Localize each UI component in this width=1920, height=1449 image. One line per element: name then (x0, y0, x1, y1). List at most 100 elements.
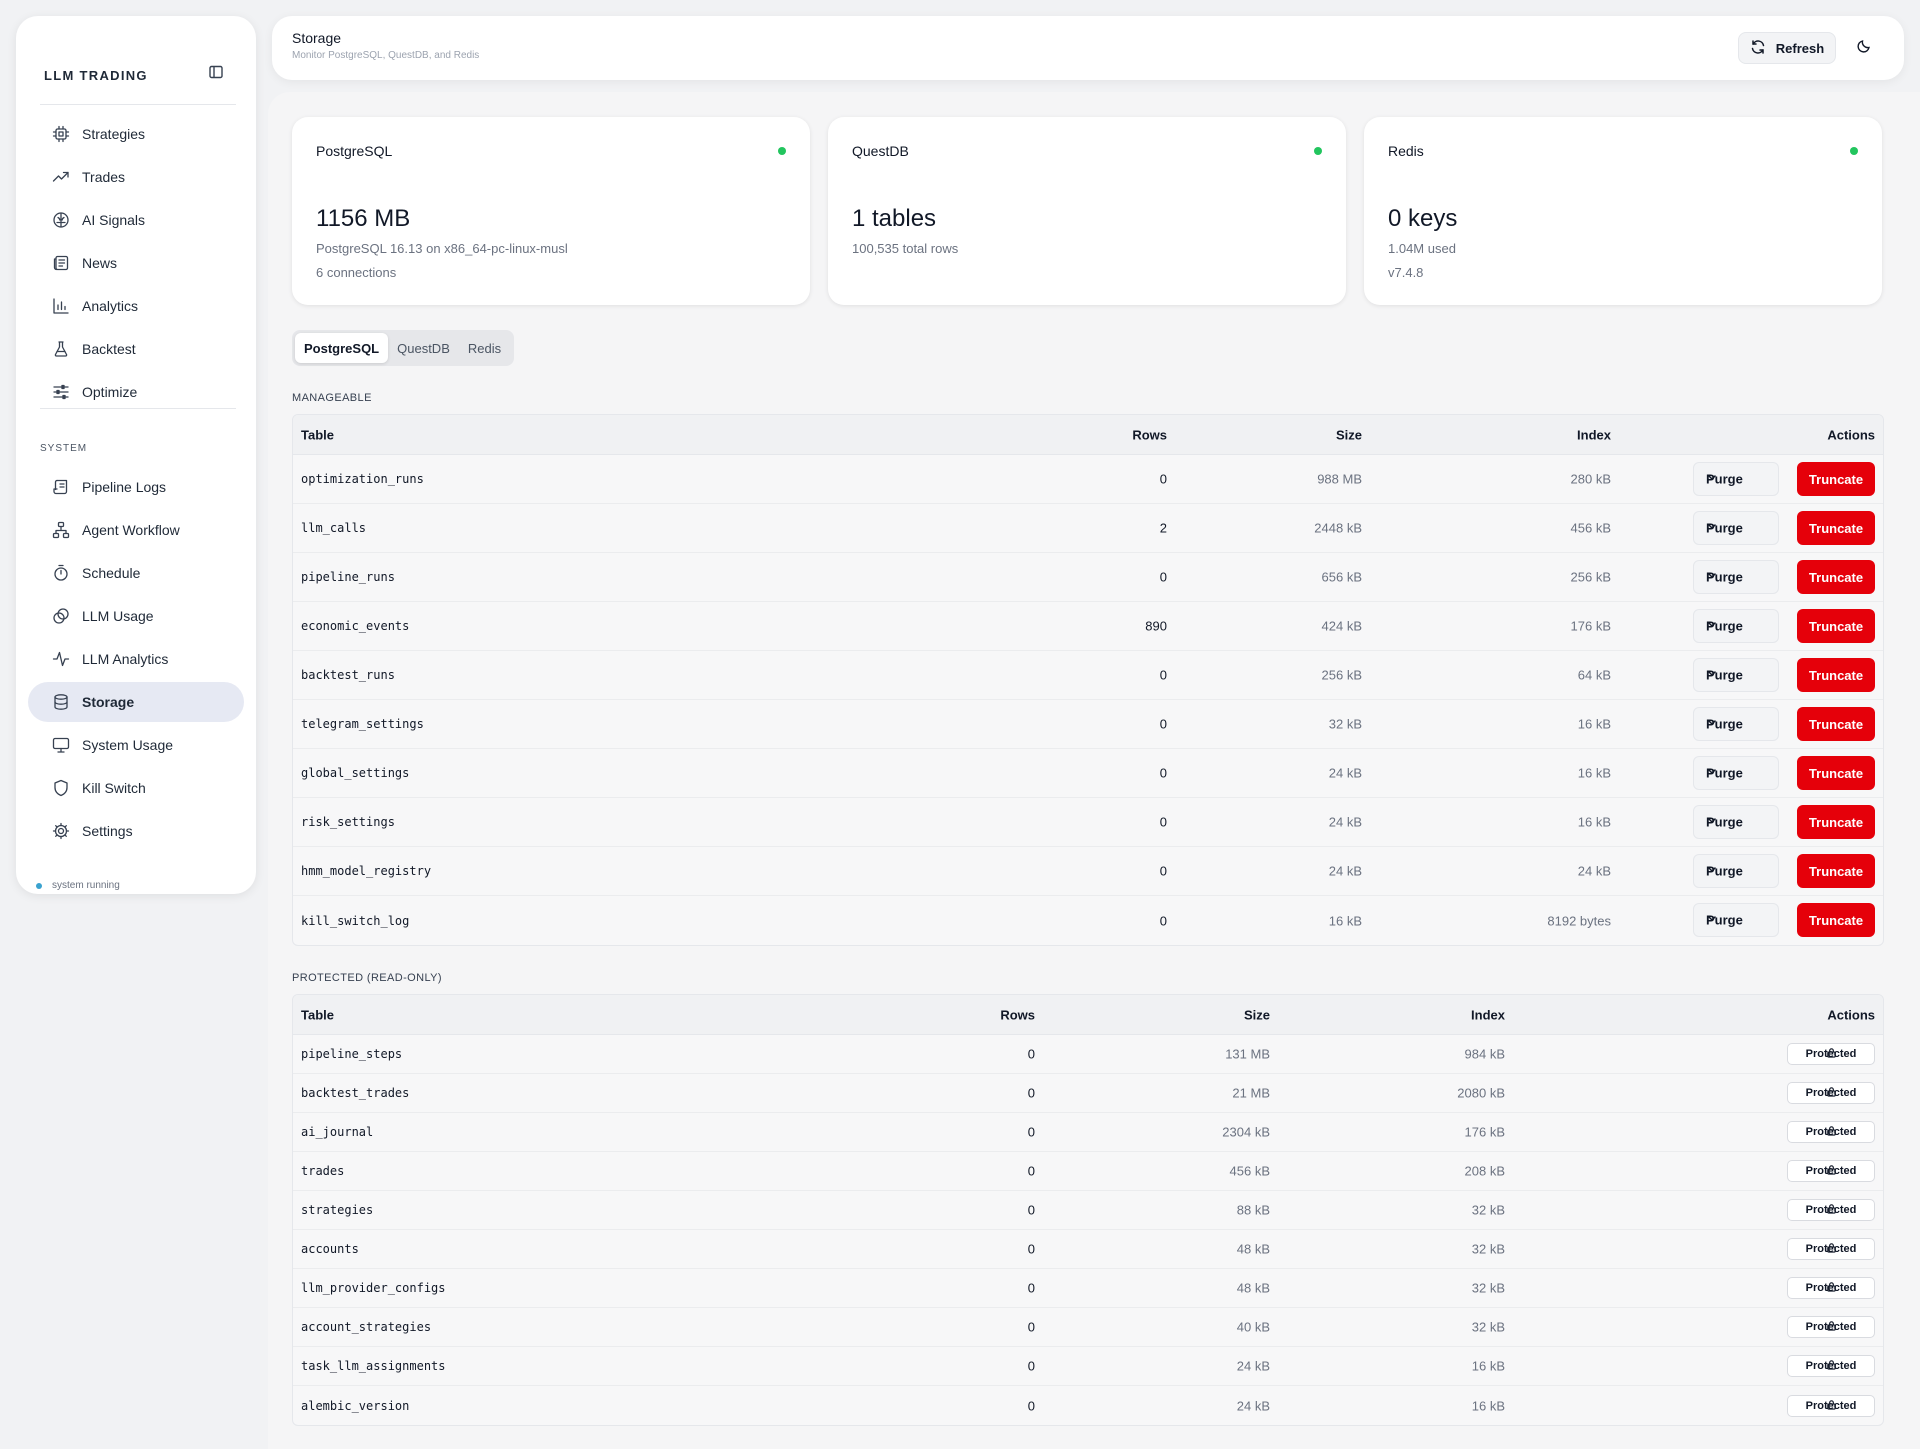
table-row: task_llm_assignments 0 24 kB 16 kB Protected (293, 1347, 1883, 1386)
tab-redis[interactable]: Redis (467, 340, 502, 356)
chevron-down-icon (1706, 913, 1718, 928)
protected-table: Table Rows Size Index Actions pipeline_steps 0… (292, 994, 1884, 1426)
theme-toggle-button[interactable] (1852, 36, 1876, 60)
truncate-button[interactable]: Truncate (1797, 511, 1875, 545)
system-status-text: system running (52, 880, 120, 891)
table-name: pipeline_steps (301, 1047, 403, 1061)
table-size: 32 kB (1328, 716, 1362, 732)
purge-dropdown-button[interactable]: Purge (1693, 609, 1779, 643)
sidebar-item-label: LLM Usage (82, 608, 154, 624)
row-count: 0 (1027, 1085, 1035, 1101)
purge-dropdown-button[interactable]: Purge (1693, 511, 1779, 545)
column-header-index: Index (1471, 1007, 1505, 1022)
sidebar-item-ai-signals[interactable]: AI Signals (28, 200, 244, 240)
row-count: 0 (1027, 1398, 1035, 1413)
sidebar-item-optimize[interactable]: Optimize (28, 372, 244, 412)
sidebar-item-llm-analytics[interactable]: LLM Analytics (28, 639, 244, 679)
sidebar-item-label: System Usage (82, 737, 174, 753)
purge-label: Purge (1706, 667, 1743, 683)
purge-dropdown-button[interactable]: Purge (1693, 658, 1779, 692)
table-name: account_strategies (301, 1320, 432, 1334)
truncate-button[interactable]: Truncate (1797, 707, 1875, 741)
sidebar-item-pipeline-logs[interactable]: Pipeline Logs (28, 467, 244, 507)
truncate-button[interactable]: Truncate (1797, 609, 1875, 643)
page-subtitle: Monitor PostgreSQL, QuestDB, and Redis (292, 50, 480, 61)
truncate-button[interactable]: Truncate (1797, 658, 1875, 692)
sidebar-item-trades[interactable]: Trades (28, 157, 244, 197)
tab-questdb[interactable]: QuestDB (397, 340, 450, 356)
table-size: 48 kB (1236, 1241, 1270, 1257)
sidebar-item-settings[interactable]: Settings (28, 811, 244, 851)
chevron-down-icon (1706, 864, 1718, 879)
card-title: QuestDB (852, 143, 909, 159)
index-size: 32 kB (1471, 1319, 1505, 1335)
protected-badge: Protected (1787, 1277, 1875, 1299)
card-title: PostgreSQL (316, 143, 393, 159)
purge-dropdown-button[interactable]: Purge (1693, 462, 1779, 496)
sidebar-item-strategies[interactable]: Strategies (28, 114, 244, 154)
sidebar-item-schedule[interactable]: Schedule (28, 553, 244, 593)
manageable-section-title: MANAGEABLE (292, 392, 372, 404)
sidebar-toggle-button[interactable] (202, 60, 230, 88)
truncate-button[interactable]: Truncate (1797, 805, 1875, 839)
table-row: trades 0 456 kB 208 kB Protected (293, 1152, 1883, 1191)
timer-icon (52, 564, 70, 582)
purge-label: Purge (1706, 520, 1743, 536)
protected-badge: Protected (1787, 1160, 1875, 1182)
sidebar-item-news[interactable]: News (28, 243, 244, 283)
activity-icon (52, 650, 70, 668)
row-count: 0 (1027, 1202, 1035, 1218)
chevron-down-icon (1706, 619, 1718, 634)
newspaper-icon (52, 254, 70, 272)
row-count: 0 (1027, 1163, 1035, 1179)
table-size: 988 MB (1317, 471, 1362, 487)
protected-label: Protected (1805, 1282, 1857, 1294)
index-size: 16 kB (1577, 765, 1611, 781)
sidebar-item-agent-workflow[interactable]: Agent Workflow (28, 510, 244, 550)
purge-label: Purge (1706, 814, 1743, 830)
sidebar-item-system-usage[interactable]: System Usage (28, 725, 244, 765)
sidebar-divider (40, 104, 236, 105)
sidebar-item-analytics[interactable]: Analytics (28, 286, 244, 326)
table-row: pipeline_steps 0 131 MB 984 kB Protected (293, 1035, 1883, 1074)
table-size: 88 kB (1236, 1202, 1270, 1218)
table-header: Table Rows Size Index Actions (293, 415, 1883, 455)
purge-dropdown-button[interactable]: Purge (1693, 707, 1779, 741)
table-row: pipeline_runs 0 656 kB 256 kB Purge Truncate (293, 553, 1883, 602)
sidebar-item-storage[interactable]: Storage (28, 682, 244, 722)
table-size: 16 kB (1328, 913, 1362, 928)
row-count: 0 (1027, 1280, 1035, 1296)
truncate-button[interactable]: Truncate (1797, 462, 1875, 496)
table-row: alembic_version 0 24 kB 16 kB Protected (293, 1386, 1883, 1425)
truncate-button[interactable]: Truncate (1797, 756, 1875, 790)
truncate-button[interactable]: Truncate (1797, 854, 1875, 888)
sidebar-item-backtest[interactable]: Backtest (28, 329, 244, 369)
index-size: 176 kB (1570, 618, 1611, 634)
table-size: 24 kB (1328, 863, 1362, 879)
purge-dropdown-button[interactable]: Purge (1693, 560, 1779, 594)
table-size: 131 MB (1225, 1046, 1270, 1062)
card-value: 1156 MB (316, 205, 411, 232)
truncate-button[interactable]: Truncate (1797, 903, 1875, 937)
purge-dropdown-button[interactable]: Purge (1693, 854, 1779, 888)
sidebar-item-llm-usage[interactable]: LLM Usage (28, 596, 244, 636)
sidebar-item-kill-switch[interactable]: Kill Switch (28, 768, 244, 808)
purge-dropdown-button[interactable]: Purge (1693, 756, 1779, 790)
purge-dropdown-button[interactable]: Purge (1693, 805, 1779, 839)
purge-dropdown-button[interactable]: Purge (1693, 903, 1779, 937)
table-name: alembic_version (301, 1398, 410, 1413)
tab-postgresql[interactable]: PostgreSQL (295, 333, 389, 363)
chevron-down-icon (1706, 815, 1718, 830)
table-name: llm_calls (301, 521, 367, 535)
table-row: strategies 0 88 kB 32 kB Protected (293, 1191, 1883, 1230)
protected-badge: Protected (1787, 1394, 1875, 1417)
table-name: strategies (301, 1203, 374, 1217)
index-size: 32 kB (1471, 1280, 1505, 1296)
purge-label: Purge (1706, 618, 1743, 634)
sidebar-item-label: Analytics (82, 298, 139, 314)
row-count: 0 (1027, 1124, 1035, 1140)
index-size: 280 kB (1570, 471, 1611, 487)
refresh-button[interactable]: Refresh (1738, 32, 1836, 64)
purge-label: Purge (1706, 716, 1743, 732)
truncate-button[interactable]: Truncate (1797, 560, 1875, 594)
